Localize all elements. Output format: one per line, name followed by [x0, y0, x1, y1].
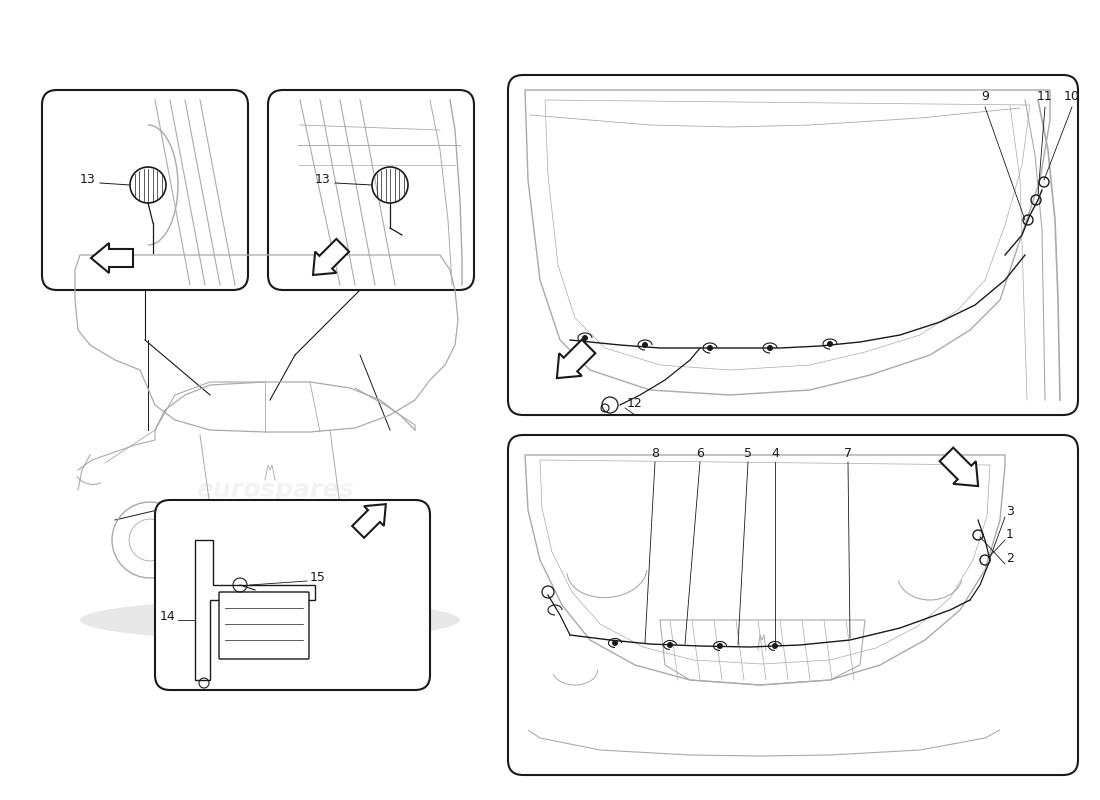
Text: 15: 15 — [310, 571, 326, 584]
Text: 10: 10 — [1064, 90, 1080, 103]
FancyBboxPatch shape — [219, 592, 309, 659]
Text: eurospares: eurospares — [196, 478, 354, 502]
Text: 2: 2 — [1006, 552, 1014, 565]
FancyBboxPatch shape — [508, 75, 1078, 415]
Text: 9: 9 — [981, 90, 989, 103]
Text: 11: 11 — [1037, 90, 1053, 103]
Circle shape — [582, 335, 588, 341]
FancyBboxPatch shape — [508, 435, 1078, 775]
Text: 7: 7 — [844, 447, 852, 460]
Circle shape — [667, 642, 673, 648]
Polygon shape — [91, 243, 133, 273]
Text: 13: 13 — [79, 173, 95, 186]
Text: eurospares: eurospares — [714, 233, 872, 257]
Polygon shape — [352, 504, 386, 538]
Text: 3: 3 — [1006, 505, 1014, 518]
FancyBboxPatch shape — [42, 90, 248, 290]
Text: eurospares: eurospares — [714, 598, 872, 622]
Text: 5: 5 — [744, 447, 752, 460]
Text: 13: 13 — [315, 173, 330, 186]
Text: 8: 8 — [651, 447, 659, 460]
Text: 1: 1 — [1006, 528, 1014, 541]
Polygon shape — [314, 239, 349, 275]
Circle shape — [717, 643, 723, 649]
FancyBboxPatch shape — [155, 500, 430, 690]
Polygon shape — [939, 448, 978, 486]
Ellipse shape — [80, 600, 460, 640]
Polygon shape — [557, 340, 595, 378]
Circle shape — [707, 345, 713, 351]
Text: 4: 4 — [771, 447, 779, 460]
FancyBboxPatch shape — [268, 90, 474, 290]
Circle shape — [827, 341, 833, 347]
Circle shape — [767, 345, 773, 351]
Circle shape — [642, 342, 648, 348]
Text: 14: 14 — [160, 610, 175, 623]
Circle shape — [772, 643, 778, 649]
Text: 6: 6 — [696, 447, 704, 460]
Circle shape — [612, 640, 618, 646]
Text: 12: 12 — [627, 397, 642, 410]
